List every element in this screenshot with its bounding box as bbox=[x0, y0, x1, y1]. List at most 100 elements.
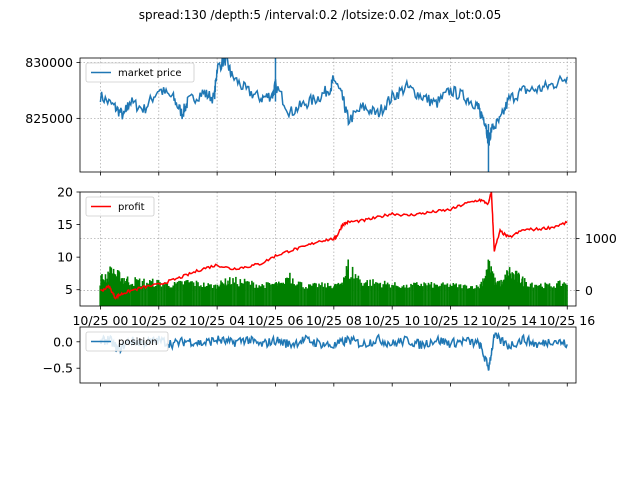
volume-bar bbox=[102, 279, 104, 306]
volume-bar bbox=[235, 276, 237, 306]
volume-bar bbox=[455, 283, 457, 306]
volume-bar bbox=[369, 279, 371, 306]
volume-bar bbox=[156, 279, 158, 306]
ytick-label: −0.5 bbox=[43, 361, 73, 376]
volume-bar bbox=[243, 278, 246, 306]
volume-bar bbox=[348, 278, 351, 306]
volume-bar bbox=[535, 284, 538, 306]
volume-bar bbox=[423, 282, 425, 306]
volume-bar bbox=[424, 283, 427, 306]
volume-bar bbox=[544, 282, 546, 306]
volume-bar bbox=[153, 286, 155, 306]
volume-bar bbox=[452, 283, 455, 306]
volume-bar bbox=[318, 283, 320, 306]
volume-bar bbox=[381, 287, 383, 306]
volume-bar bbox=[270, 284, 272, 306]
middle-xtick-label: 10/25 04 bbox=[189, 313, 245, 328]
volume-bar bbox=[313, 282, 316, 306]
volume-bar bbox=[398, 287, 401, 306]
volume-bar bbox=[501, 284, 503, 306]
volume-bar bbox=[408, 287, 411, 306]
volume-bar bbox=[165, 282, 167, 306]
ytick-label: 15 bbox=[57, 217, 73, 232]
volume-bar bbox=[495, 284, 498, 306]
volume-bar bbox=[554, 287, 557, 306]
volume-bar bbox=[172, 285, 174, 306]
volume-bar bbox=[445, 284, 447, 306]
position-panel-frame bbox=[79, 326, 577, 384]
volume-bar bbox=[557, 281, 560, 306]
ytick-label: 830000 bbox=[25, 55, 73, 70]
volume-bar bbox=[531, 282, 533, 306]
volume-bar bbox=[228, 284, 230, 306]
volume-bar bbox=[224, 278, 227, 306]
volume-bar bbox=[315, 283, 317, 306]
volume-bar bbox=[179, 280, 182, 306]
volume-bar bbox=[305, 287, 307, 306]
volume-bar bbox=[214, 284, 217, 306]
volume-bar bbox=[154, 286, 157, 306]
volume-bar bbox=[249, 284, 252, 306]
volume-bar bbox=[123, 278, 125, 306]
volume-bar bbox=[131, 283, 134, 306]
volume-bar bbox=[509, 273, 512, 306]
volume-bar bbox=[267, 282, 269, 306]
middle-xtick-label: 10/25 02 bbox=[131, 313, 187, 328]
volume-bar bbox=[510, 278, 513, 306]
volume-bar bbox=[176, 281, 179, 306]
volume-bar bbox=[475, 285, 478, 306]
volume-bar bbox=[344, 276, 347, 306]
volume-bar bbox=[271, 283, 274, 306]
volume-bar bbox=[426, 285, 428, 306]
volume-bar bbox=[205, 286, 208, 306]
volume-bar bbox=[507, 275, 510, 306]
volume-bar bbox=[435, 284, 437, 306]
figure-title: spread:130 /depth:5 /interval:0.2 /lotsi… bbox=[139, 8, 501, 22]
volume-bar bbox=[442, 282, 444, 306]
volume-bar bbox=[327, 282, 329, 306]
volume-bar bbox=[404, 287, 406, 306]
volume-bar bbox=[162, 283, 164, 306]
volume-bar bbox=[353, 278, 355, 306]
volume-bar bbox=[258, 285, 260, 306]
volume-bar bbox=[471, 286, 473, 306]
volume-bar bbox=[343, 277, 345, 306]
profit-line bbox=[100, 192, 568, 300]
volume-bar bbox=[242, 283, 244, 306]
volume-bar bbox=[417, 284, 419, 306]
volume-bar bbox=[278, 281, 280, 306]
volume-bar bbox=[302, 287, 304, 306]
volume-bar bbox=[331, 288, 333, 306]
volume-bar bbox=[382, 284, 384, 306]
volume-bar bbox=[556, 283, 558, 306]
volume-bar bbox=[201, 287, 204, 306]
volume-bar bbox=[451, 285, 453, 306]
volume-bar bbox=[230, 284, 233, 306]
market-price-panel: 825000 830000 market price bbox=[25, 55, 577, 176]
volume-bar bbox=[143, 278, 145, 306]
volume-bar bbox=[276, 285, 278, 306]
volume-bar bbox=[429, 284, 431, 306]
volume-bar bbox=[484, 275, 487, 306]
volume-bar bbox=[251, 280, 253, 306]
volume-bar bbox=[252, 282, 255, 306]
volume-bar bbox=[497, 281, 500, 306]
volume-bar bbox=[523, 278, 526, 306]
volume-bar bbox=[560, 286, 562, 306]
volume-bar bbox=[299, 281, 301, 306]
volume-bar bbox=[343, 278, 346, 306]
volume-bar bbox=[99, 285, 101, 306]
volume-bar bbox=[194, 286, 196, 306]
volume-bar bbox=[394, 282, 396, 306]
volume-bar bbox=[316, 287, 319, 306]
volume-bar bbox=[370, 285, 373, 306]
volume-bar bbox=[362, 285, 364, 306]
volume-bar bbox=[464, 284, 466, 306]
volume-bar bbox=[418, 285, 421, 306]
volume-bar bbox=[296, 284, 298, 306]
volume-bar bbox=[420, 283, 422, 306]
volume-bar bbox=[157, 280, 160, 306]
volume-bar bbox=[388, 284, 390, 306]
volume-bar bbox=[494, 277, 496, 306]
volume-bar bbox=[439, 285, 441, 306]
